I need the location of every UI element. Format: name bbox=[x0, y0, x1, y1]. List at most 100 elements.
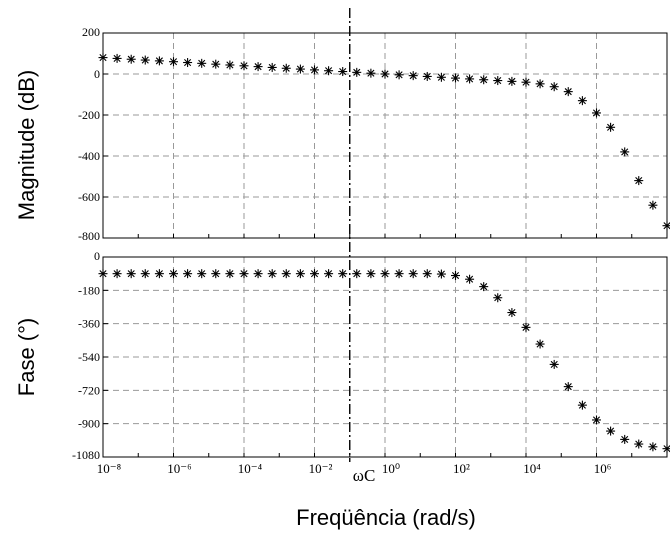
phase-data-point bbox=[211, 269, 221, 279]
magnitude-y-tick-label: -400 bbox=[78, 149, 100, 163]
phase-data-point bbox=[422, 269, 432, 279]
magnitude-data-point bbox=[112, 53, 122, 63]
magnitude-data-point bbox=[493, 76, 503, 86]
phase-data-point bbox=[239, 269, 249, 279]
frequency-x-tick-label: 10⁴ bbox=[523, 461, 541, 476]
phase-data-point bbox=[648, 442, 658, 452]
magnitude-data-point bbox=[140, 55, 150, 65]
phase-data-point bbox=[126, 269, 136, 279]
frequency-axis-title: Freqüência (rad/s) bbox=[296, 505, 476, 530]
magnitude-data-point bbox=[408, 71, 418, 81]
frequency-x-tick-label: 10⁶ bbox=[594, 461, 612, 476]
magnitude-data-point bbox=[620, 147, 630, 157]
magnitude-data-point bbox=[197, 58, 207, 68]
phase-data-point bbox=[577, 400, 587, 410]
magnitude-data-point bbox=[98, 53, 108, 63]
magnitude-data-point bbox=[507, 76, 517, 86]
phase-data-point bbox=[281, 269, 291, 279]
phase-data-point bbox=[267, 269, 277, 279]
phase-data-point bbox=[112, 269, 122, 279]
phase-data-point bbox=[408, 269, 418, 279]
phase-data-point bbox=[451, 271, 460, 281]
phase-data-point bbox=[366, 269, 376, 279]
magnitude-frame bbox=[102, 32, 668, 239]
crossover-frequency-label: ωC bbox=[353, 466, 376, 485]
magnitude-data-point bbox=[267, 62, 277, 72]
phase-data-point bbox=[620, 434, 630, 444]
phase-data-point bbox=[549, 359, 559, 369]
magnitude-y-tick-label: 200 bbox=[82, 25, 100, 39]
phase-data-point bbox=[521, 322, 531, 332]
phase-data-point bbox=[98, 269, 108, 279]
magnitude-data-point bbox=[253, 62, 263, 72]
phase-data-point bbox=[295, 269, 305, 279]
phase-data-point bbox=[310, 269, 319, 279]
phase-data-point bbox=[493, 293, 503, 303]
magnitude-y-tick-label: 0 bbox=[94, 67, 100, 81]
magnitude-data-point bbox=[338, 67, 348, 77]
magnitude-data-point bbox=[662, 221, 670, 231]
magnitude-data-point bbox=[295, 64, 305, 74]
magnitude-data-point bbox=[479, 75, 489, 85]
phase-data-point bbox=[154, 269, 164, 279]
magnitude-data-point bbox=[154, 56, 164, 66]
magnitude-data-point bbox=[648, 200, 658, 210]
phase-data-point bbox=[253, 269, 263, 279]
crossover-overlay: ωC bbox=[349, 8, 376, 485]
magnitude-data-point bbox=[563, 87, 573, 97]
phase-data-point bbox=[507, 308, 517, 318]
magnitude-data-point bbox=[239, 61, 249, 71]
phase-data-point bbox=[352, 269, 362, 279]
frequency-x-tick-label: 10⁻² bbox=[309, 461, 333, 476]
frequency-x-tick-label: 10⁻⁶ bbox=[167, 461, 191, 476]
frequency-x-tick-label: 10⁰ bbox=[382, 461, 400, 476]
magnitude-data-point bbox=[169, 57, 178, 67]
phase-data-point bbox=[394, 269, 404, 279]
phase-data-point bbox=[535, 339, 545, 349]
phase-data-point bbox=[183, 269, 193, 279]
magnitude-data-point bbox=[225, 60, 235, 70]
magnitude-data-point bbox=[606, 122, 616, 132]
phase-data-point bbox=[197, 269, 207, 279]
phase-y-tick-label: -540 bbox=[78, 350, 100, 364]
phase-data-point bbox=[592, 415, 601, 425]
phase-y-tick-label: -900 bbox=[78, 417, 100, 431]
phase-y-tick-label: -720 bbox=[78, 383, 100, 397]
magnitude-data-point bbox=[521, 77, 531, 87]
magnitude-data-point bbox=[380, 69, 390, 79]
magnitude-data-point bbox=[183, 58, 193, 68]
magnitude-data-point bbox=[592, 108, 601, 118]
phase-data-point bbox=[324, 269, 334, 279]
magnitude-data-point bbox=[465, 74, 475, 84]
magnitude-data-point bbox=[352, 67, 362, 77]
magnitude-data-point bbox=[366, 68, 376, 78]
magnitude-data-point bbox=[324, 66, 334, 76]
phase-y-tick-label: 0 bbox=[94, 249, 100, 263]
phase-y-tick-label: -180 bbox=[78, 283, 100, 297]
phase-data-point bbox=[380, 269, 390, 279]
phase-data-point bbox=[479, 282, 489, 292]
magnitude-data-point bbox=[281, 63, 291, 73]
frequency-x-tick-label: 10⁻⁸ bbox=[97, 461, 122, 476]
phase-data-point bbox=[169, 269, 178, 279]
phase-data-point bbox=[634, 439, 644, 449]
magnitude-data-point bbox=[549, 82, 559, 92]
phase-y-tick-label: -1080 bbox=[72, 448, 100, 462]
magnitude-axis-title: Magnitude (dB) bbox=[14, 70, 39, 220]
magnitude-panel: 200 0 -200 -400 -600 -800 bbox=[78, 25, 670, 243]
magnitude-y-tick-label: -800 bbox=[78, 229, 100, 243]
magnitude-data-point bbox=[422, 71, 432, 81]
magnitude-data-point bbox=[577, 96, 587, 106]
phase-y-tick-label: -360 bbox=[78, 317, 100, 331]
magnitude-data-point bbox=[451, 73, 460, 83]
phase-data-point bbox=[662, 444, 670, 454]
magnitude-data-point bbox=[394, 70, 404, 80]
magnitude-data-point bbox=[310, 65, 319, 75]
frequency-x-tick-label: 10⁻⁴ bbox=[238, 461, 263, 476]
magnitude-data-point bbox=[126, 54, 136, 64]
phase-data-point bbox=[338, 269, 348, 279]
magnitude-data-point bbox=[634, 176, 644, 186]
magnitude-data-point bbox=[211, 59, 221, 69]
